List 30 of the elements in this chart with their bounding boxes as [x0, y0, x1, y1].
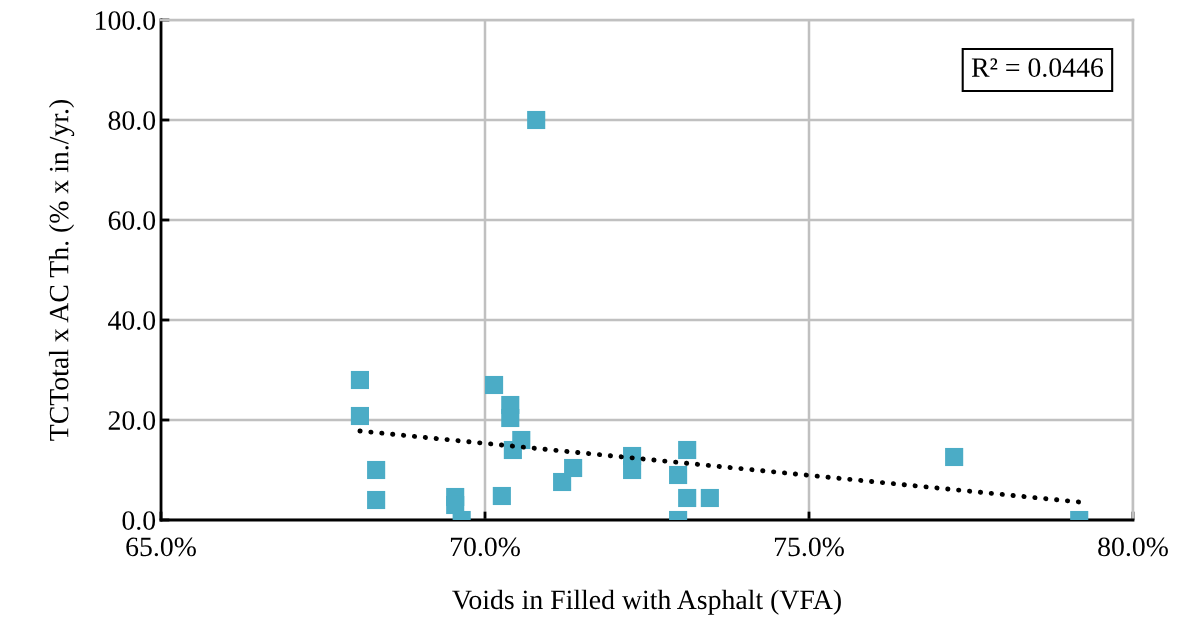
y-tick-label: 0.0	[122, 511, 156, 531]
point	[367, 490, 386, 510]
point	[564, 458, 583, 478]
x-tick-label: 70.0%	[450, 537, 520, 557]
point	[527, 110, 546, 130]
y-tick-label: 20.0	[108, 411, 156, 431]
x-tick-label: 65.0%	[126, 537, 196, 557]
point	[678, 440, 697, 460]
point	[492, 486, 511, 506]
point	[945, 447, 964, 467]
y-tick-label: 100.0	[96, 11, 156, 31]
y-tick-label: 60.0	[108, 211, 156, 231]
y-tick-label: 40.0	[108, 311, 156, 331]
point	[503, 440, 522, 460]
point	[678, 488, 697, 508]
y-axis-title: TCTotal x AC Th. (% x in./yr.)	[48, 99, 75, 441]
point	[669, 465, 688, 485]
point	[350, 406, 369, 426]
point	[485, 375, 504, 395]
annotation: R² = 0.0446	[971, 58, 1104, 78]
point	[350, 370, 369, 390]
point	[367, 460, 386, 480]
y-tick-label: 80.0	[108, 111, 156, 131]
point	[501, 408, 520, 428]
x-axis-title: Voids in Filled with Asphalt (VFA)	[452, 589, 841, 615]
point	[700, 488, 719, 508]
point	[553, 472, 572, 492]
x-tick-label: 80.0%	[1098, 537, 1168, 557]
point	[623, 460, 642, 480]
x-tick-label: 75.0%	[774, 537, 844, 557]
